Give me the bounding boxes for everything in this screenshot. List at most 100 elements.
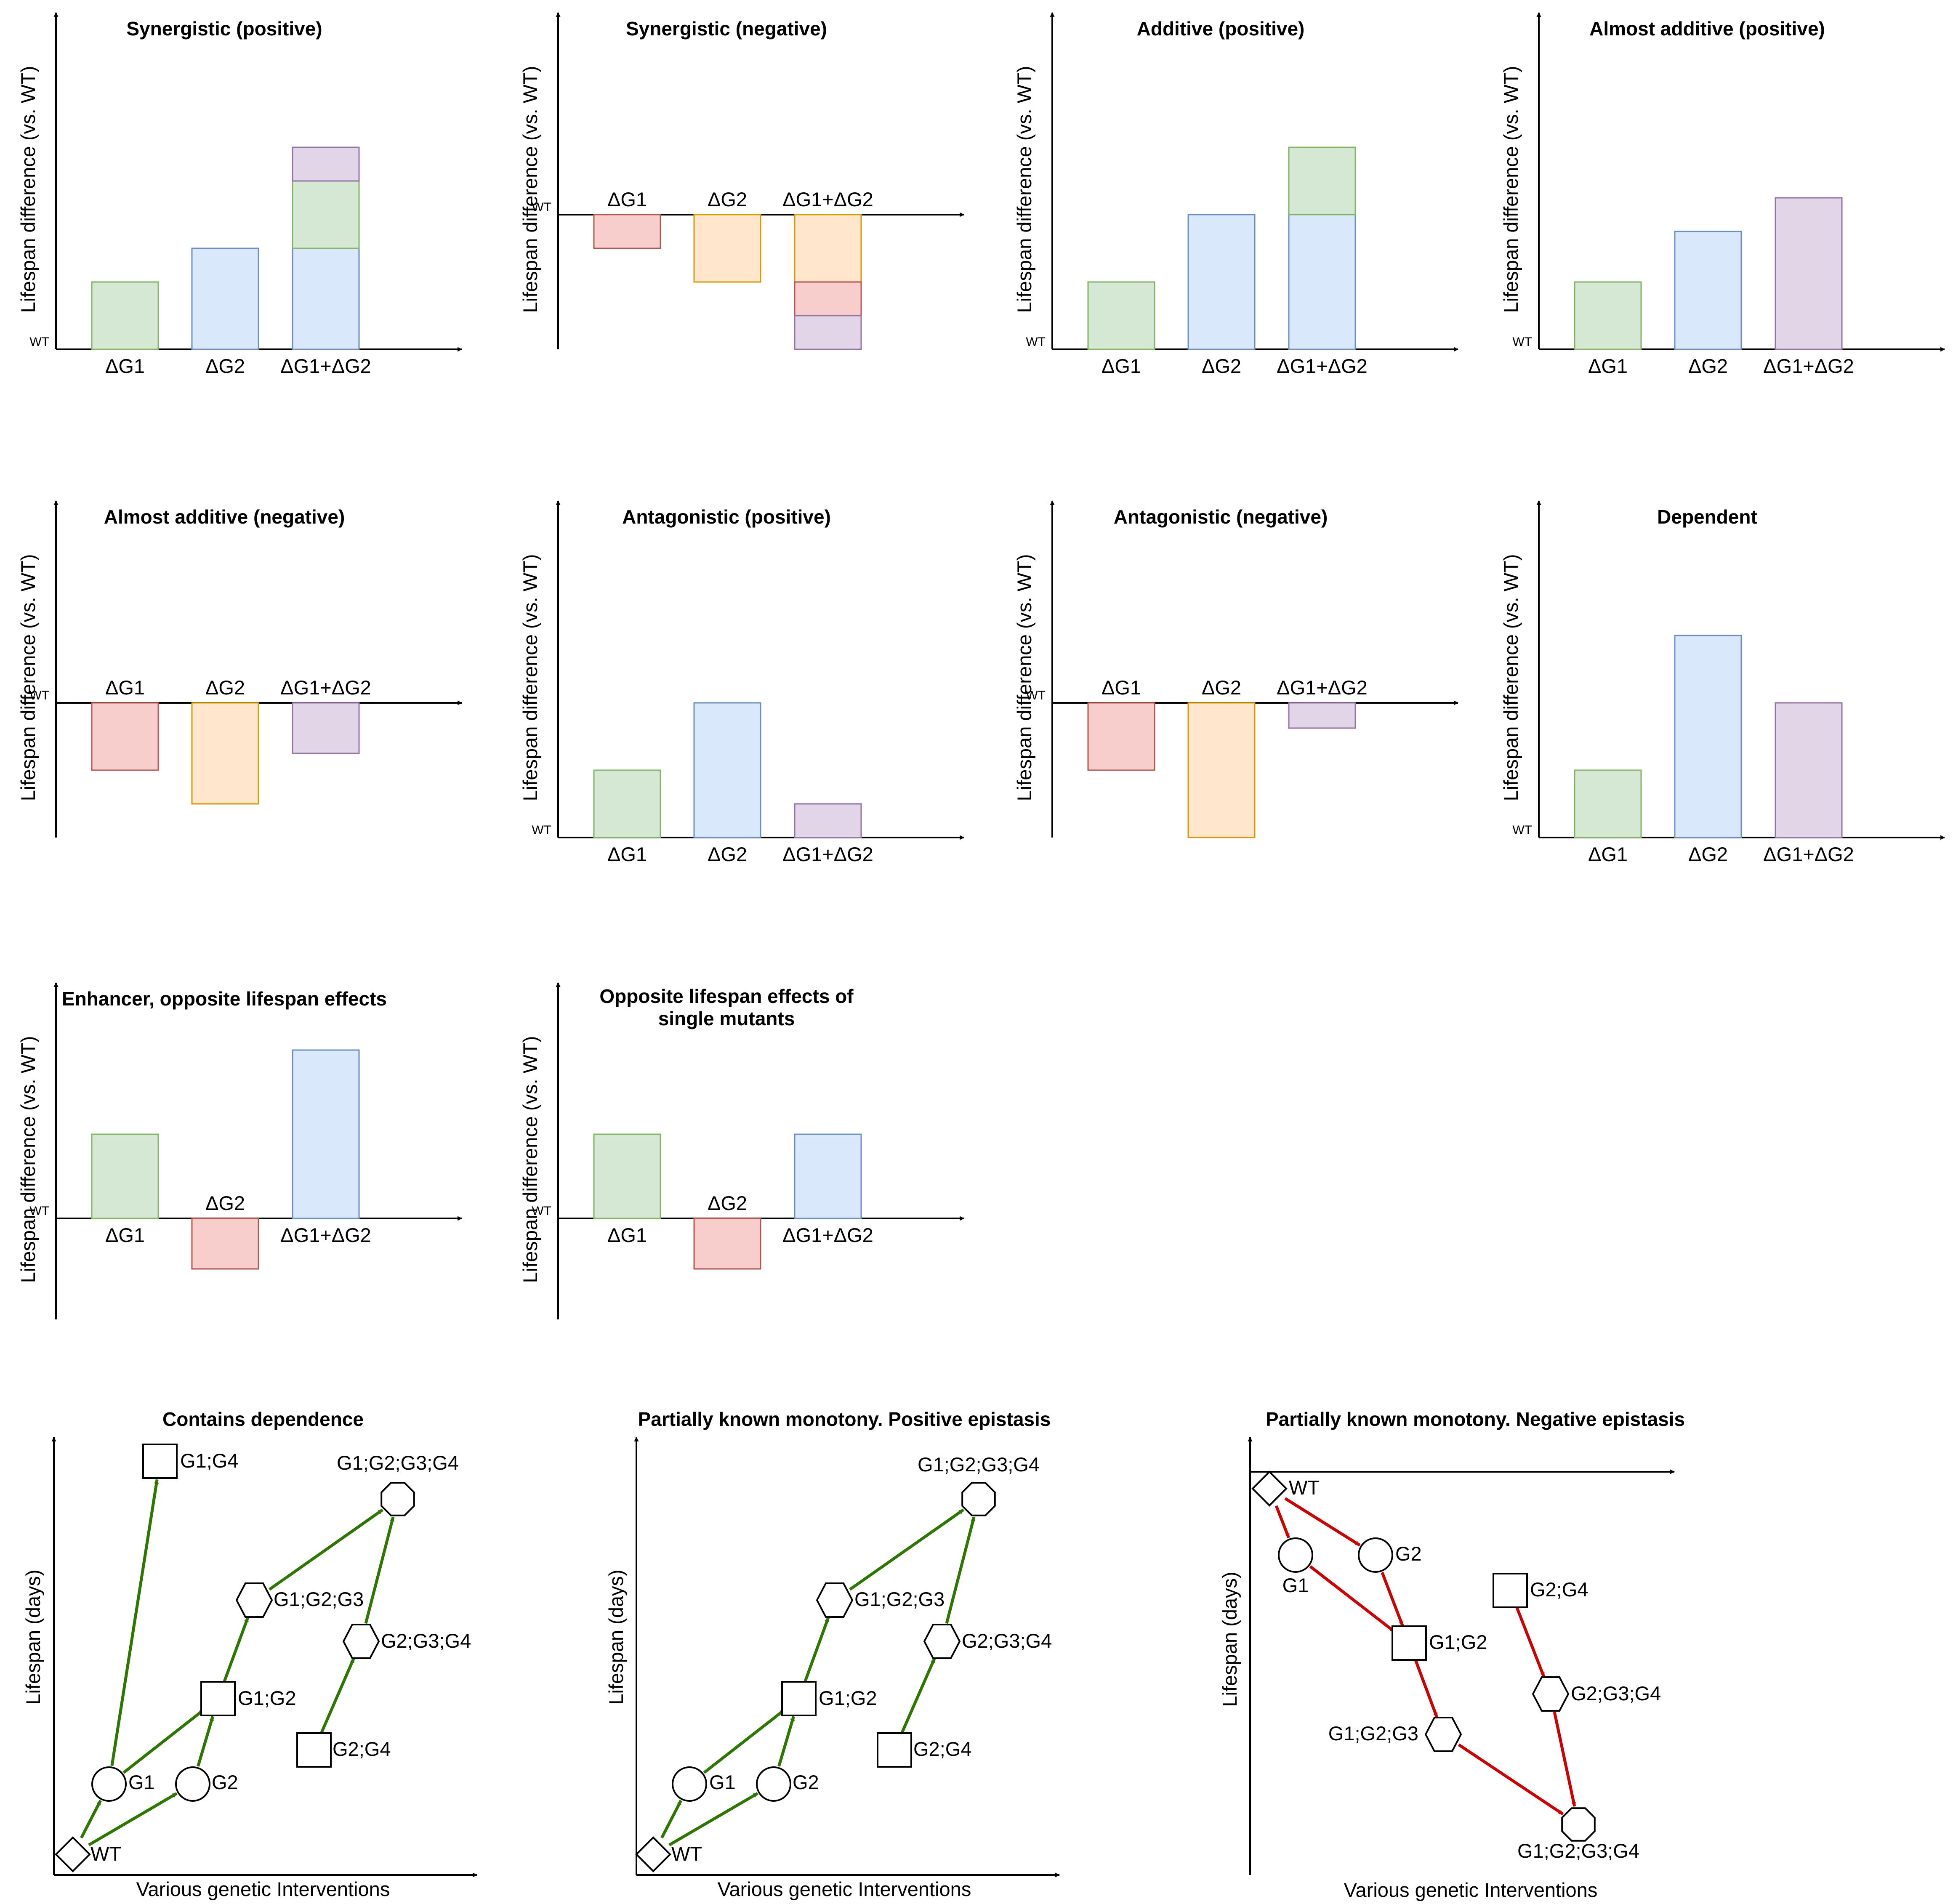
bar-category-label: ΔG1+ΔG2 <box>782 843 873 865</box>
bar-panel: Enhancer, opposite lifespan effects Lifes… <box>17 982 463 1319</box>
bar-category-label: ΔG2 <box>1202 355 1241 377</box>
hexagon-node-icon <box>1424 1717 1462 1752</box>
hexagon-node-icon <box>816 1582 854 1618</box>
interaction-edge <box>1275 1505 1290 1539</box>
bar-category-label: ΔG1 <box>1102 355 1141 377</box>
circle-node-icon <box>175 1766 210 1802</box>
panel-title: Almost additive (positive) <box>1589 18 1825 40</box>
bar-segment <box>292 247 360 350</box>
bar-panel: Almost additive (positive) Lifespan diffe… <box>1500 12 1945 377</box>
interaction-edge <box>320 1657 355 1734</box>
interaction-edge <box>668 1792 758 1846</box>
square-node-icon <box>1493 1573 1528 1608</box>
bar-panel: Antagonistic (positive) Lifespan differen… <box>519 500 965 865</box>
interaction-edge <box>900 1657 936 1734</box>
node-label: G2 <box>212 1771 238 1793</box>
bar-category-label: ΔG2 <box>708 843 747 865</box>
bar-category-label: ΔG2 <box>708 188 747 210</box>
panel-title: Partially known monotony. Negative epist… <box>1266 1408 1685 1430</box>
bar-category-label: ΔG1 <box>607 1224 647 1246</box>
y-axis-label: Lifespan difference (vs. WT) <box>519 66 541 313</box>
interaction-edge <box>945 1516 976 1624</box>
bar-segment <box>794 214 862 283</box>
bar-segment <box>1288 214 1356 350</box>
wt-baseline-label: WT <box>532 200 551 214</box>
bar-segment <box>191 247 259 350</box>
interaction-edge <box>223 1617 250 1682</box>
bar-category-label: ΔG1+ΔG2 <box>280 1224 371 1246</box>
bar-panel: Dependent Lifespan difference (vs. WT) WT Δ… <box>1500 500 1945 865</box>
node-label: G2;G3;G4 <box>1571 1682 1661 1705</box>
circle-node-icon <box>91 1766 127 1802</box>
bar-panel: Antagonistic (negative) Lifespan differen… <box>1013 500 1459 838</box>
node-label: G1;G2;G3 <box>1328 1722 1418 1744</box>
interaction-edge <box>110 1479 159 1766</box>
bar-segment <box>1087 281 1155 350</box>
octagon-node-icon <box>1561 1807 1596 1842</box>
node-label: G2;G4 <box>1530 1578 1588 1601</box>
square-node-icon <box>877 1732 912 1768</box>
interaction-edge <box>1515 1607 1546 1678</box>
bar-segment <box>1775 702 1843 838</box>
interaction-edge <box>777 1716 795 1767</box>
node-label: G2;G4 <box>913 1738 971 1760</box>
hexagon-node-icon <box>1532 1676 1570 1712</box>
node-label: G1;G2;G3 <box>274 1588 364 1610</box>
bar-segment <box>593 214 661 249</box>
hexagon-node-icon <box>342 1624 380 1659</box>
bar-segment <box>292 1049 360 1219</box>
interaction-edge <box>1381 1572 1404 1627</box>
wt-baseline-label: WT <box>1026 335 1046 349</box>
bar-panel: Additive (positive) Lifespan difference (… <box>1013 12 1459 377</box>
interaction-edge <box>804 1617 830 1682</box>
y-axis-label: Lifespan (days) <box>1219 1572 1241 1707</box>
x-axis-label: Various genetic Interventions <box>718 1878 971 1900</box>
panel-title: Contains dependence <box>162 1408 364 1430</box>
interaction-edge <box>80 1800 102 1839</box>
bar-category-label: ΔG2 <box>1202 676 1241 699</box>
y-axis-label: Lifespan difference (vs. WT) <box>1013 66 1035 313</box>
circle-node-icon <box>1278 1537 1313 1573</box>
wt-baseline-label: WT <box>29 689 49 702</box>
node-label: G1;G2 <box>1429 1631 1487 1653</box>
bar-category-label: ΔG1+ΔG2 <box>782 1224 873 1246</box>
panel-title: Synergistic (positive) <box>126 18 322 40</box>
bar-segment <box>794 1133 862 1219</box>
node-label: G2 <box>1395 1542 1422 1565</box>
bar-segment <box>91 1133 159 1219</box>
y-axis-label: Lifespan difference (vs. WT) <box>17 554 39 801</box>
node-label: G1 <box>128 1771 155 1793</box>
network-panel: Contains dependence Lifespan (days) Variou… <box>22 1408 478 1900</box>
wt-baseline-label: WT <box>532 823 551 837</box>
bar-segment <box>292 180 360 249</box>
node-label: G2 <box>793 1771 819 1793</box>
node-label: G1;G2 <box>238 1687 296 1709</box>
interaction-edge <box>197 1716 214 1767</box>
bar-category-label: ΔG2 <box>205 355 245 377</box>
panel-title: Enhancer, opposite lifespan effects <box>62 988 387 1010</box>
y-axis-label: Lifespan (days) <box>605 1569 627 1705</box>
interaction-edge <box>660 1800 682 1839</box>
wt-baseline-label: WT <box>532 1204 551 1218</box>
bar-segment <box>794 281 862 316</box>
panel-title: Antagonistic (positive) <box>622 506 831 528</box>
panel-title-line2: single mutants <box>658 1008 795 1029</box>
y-axis-label: Lifespan (days) <box>22 1569 44 1705</box>
bar-segment <box>91 281 159 350</box>
bar-segment <box>191 1218 259 1270</box>
node-label: G2;G3;G4 <box>381 1630 471 1652</box>
bar-category-label: ΔG2 <box>205 1192 245 1214</box>
y-axis-label: Lifespan difference (vs. WT) <box>519 554 541 801</box>
circle-node-icon <box>756 1766 791 1802</box>
panel-title: Opposite lifespan effects of <box>599 985 854 1007</box>
bar-category-label: ΔG1 <box>105 676 145 699</box>
bar-segment <box>292 702 360 754</box>
bar-segment <box>693 702 761 838</box>
bar-category-label: ΔG1+ΔG2 <box>280 676 371 699</box>
bar-segment <box>593 769 661 838</box>
panel-title: Antagonistic (negative) <box>1114 506 1328 528</box>
panel-title: Additive (positive) <box>1137 18 1305 40</box>
bar-segment <box>292 146 360 182</box>
square-node-icon <box>781 1681 817 1716</box>
